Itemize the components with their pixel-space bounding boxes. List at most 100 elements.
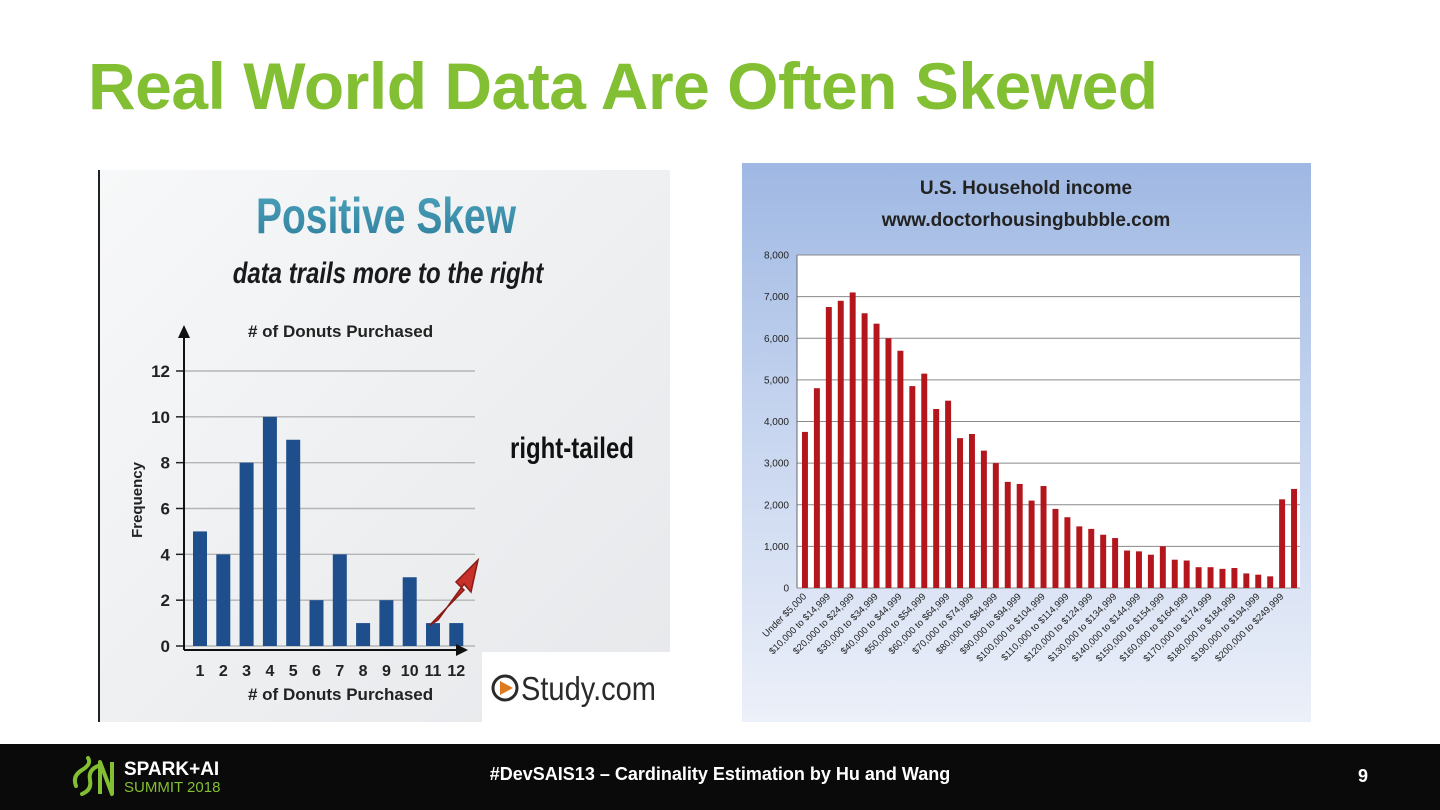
- left-bar: [239, 462, 254, 646]
- right-bar: [1183, 560, 1190, 588]
- left-y-tick-label: 2: [161, 591, 170, 610]
- left-bar: [449, 623, 464, 646]
- left-bar: [286, 439, 301, 646]
- page-number: 9: [1357, 766, 1368, 786]
- left-x-tick-label: 2: [219, 663, 228, 680]
- left-gridlines: [184, 370, 475, 647]
- right-bar: [933, 409, 940, 588]
- left-y-tick-label: 10: [151, 408, 170, 427]
- left-chart-subtitle: data trails more to the right: [233, 255, 544, 289]
- left-top-axis-label: # of Donuts Purchased: [248, 322, 433, 341]
- left-x-tick-label: 1: [196, 663, 205, 680]
- left-y-tick-label: 0: [161, 637, 170, 656]
- left-y-axis-label: Frequency: [129, 461, 146, 538]
- right-bar: [980, 450, 987, 588]
- left-x-axis-label: # of Donuts Purchased: [248, 685, 433, 704]
- study-com-logo-icon: [491, 674, 519, 702]
- spark-ai-logo: SPARK+AI SUMMIT 2018: [70, 754, 270, 800]
- left-bar: [426, 623, 440, 646]
- study-com-watermark-box: [482, 652, 670, 722]
- right-bar: [1291, 488, 1298, 588]
- left-x-tick-label: 11: [425, 663, 442, 680]
- left-bars: [193, 416, 464, 646]
- left-bar: [216, 554, 231, 646]
- right-bar: [1064, 517, 1071, 588]
- left-bar: [402, 577, 417, 646]
- right-bar: [801, 431, 808, 588]
- right-bar: [945, 400, 952, 588]
- right-y-tick-label: 2,000: [764, 500, 789, 511]
- left-x-tick-label: 9: [382, 663, 391, 680]
- right-y-tick-label: 5,000: [764, 375, 789, 386]
- footer-bar: SPARK+AI SUMMIT 2018 #DevSAIS13 – Cardin…: [0, 744, 1440, 810]
- positive-skew-panel: Positive Skew data trails more to the ri…: [98, 170, 670, 722]
- study-com-watermark: Study.com: [521, 670, 656, 707]
- left-x-tick-label: 6: [312, 663, 321, 680]
- left-x-tick-label: 7: [335, 663, 344, 680]
- right-bar: [1124, 550, 1131, 588]
- left-y-tick-label: 4: [161, 545, 171, 564]
- x-axis-arrow-icon: [456, 644, 468, 656]
- left-y-ticks: 0 2 4 6 8 10 12: [151, 362, 184, 656]
- left-x-tick-label: 4: [265, 663, 274, 680]
- right-bar: [1016, 483, 1023, 588]
- left-chart-title: Positive Skew: [256, 187, 516, 244]
- left-bar: [379, 600, 394, 646]
- left-bar: [262, 416, 277, 646]
- right-bar: [1052, 508, 1059, 588]
- right-bar: [1076, 526, 1083, 588]
- right-bar: [1219, 568, 1226, 588]
- right-bar: [1088, 528, 1095, 588]
- right-bar: [1028, 500, 1035, 588]
- right-bar: [1279, 499, 1286, 588]
- right-bar: [1004, 481, 1011, 588]
- right-bar: [1255, 574, 1262, 588]
- right-bar: [825, 307, 832, 588]
- left-bar: [332, 554, 347, 646]
- right-bar: [1112, 538, 1119, 588]
- right-y-tick-label: 8,000: [764, 251, 789, 262]
- left-x-tick-label: 8: [359, 663, 368, 680]
- left-y-tick-label: 8: [161, 454, 170, 473]
- right-bar: [1243, 573, 1250, 588]
- right-bar: [1231, 568, 1238, 588]
- spark-ai-logo-icon: [72, 756, 114, 796]
- left-x-tick-label: 3: [242, 663, 251, 680]
- right-bar: [921, 373, 928, 588]
- right-y-tick-label: 6,000: [764, 334, 789, 345]
- right-bar: [1100, 534, 1107, 588]
- right-bar: [813, 388, 820, 588]
- household-income-chart: U.S. Household income www.doctorhousingb…: [761, 178, 1300, 664]
- left-y-tick-label: 6: [161, 500, 170, 519]
- right-bar: [1171, 559, 1178, 588]
- right-bar: [1195, 567, 1202, 588]
- slide-title: Real World Data Are Often Skewed: [88, 49, 1158, 123]
- right-bar: [992, 463, 999, 588]
- footer-text: #DevSAIS13 – Cardinality Estimation by H…: [489, 764, 951, 784]
- right-bar: [1040, 486, 1047, 588]
- right-bar: [897, 350, 904, 588]
- right-x-ticks: Under $5,000$10,000 to $14,999$20,000 to…: [761, 591, 1287, 664]
- right-bar: [1135, 551, 1142, 588]
- right-chart-title: U.S. Household income: [920, 178, 1132, 199]
- left-x-tick-label: 10: [401, 663, 419, 680]
- left-bar: [309, 600, 324, 646]
- right-bar: [1207, 567, 1214, 588]
- right-y-tick-label: 4,000: [764, 417, 789, 428]
- right-bar: [885, 338, 892, 588]
- right-tailed-annotation: right-tailed: [510, 430, 634, 464]
- red-arrow-icon: [429, 557, 480, 626]
- study-com-play-icon: [500, 681, 513, 695]
- left-x-ticks: 1 2 3 4 5 6 7 8 9 10 11 12: [196, 663, 466, 680]
- right-bar: [849, 292, 856, 588]
- right-y-tick-label: 0: [783, 584, 789, 595]
- left-bar: [193, 531, 207, 646]
- right-bars: [801, 292, 1298, 588]
- logo-line-1: SPARK+AI: [124, 759, 220, 780]
- right-chart-subtitle: www.doctorhousingbubble.com: [881, 210, 1171, 231]
- right-gridlines: [796, 254, 1300, 589]
- left-x-tick-label: 12: [447, 663, 465, 680]
- household-income-panel: U.S. Household income www.doctorhousingb…: [742, 163, 1311, 722]
- left-bar: [356, 623, 371, 646]
- right-y-tick-label: 3,000: [764, 459, 789, 470]
